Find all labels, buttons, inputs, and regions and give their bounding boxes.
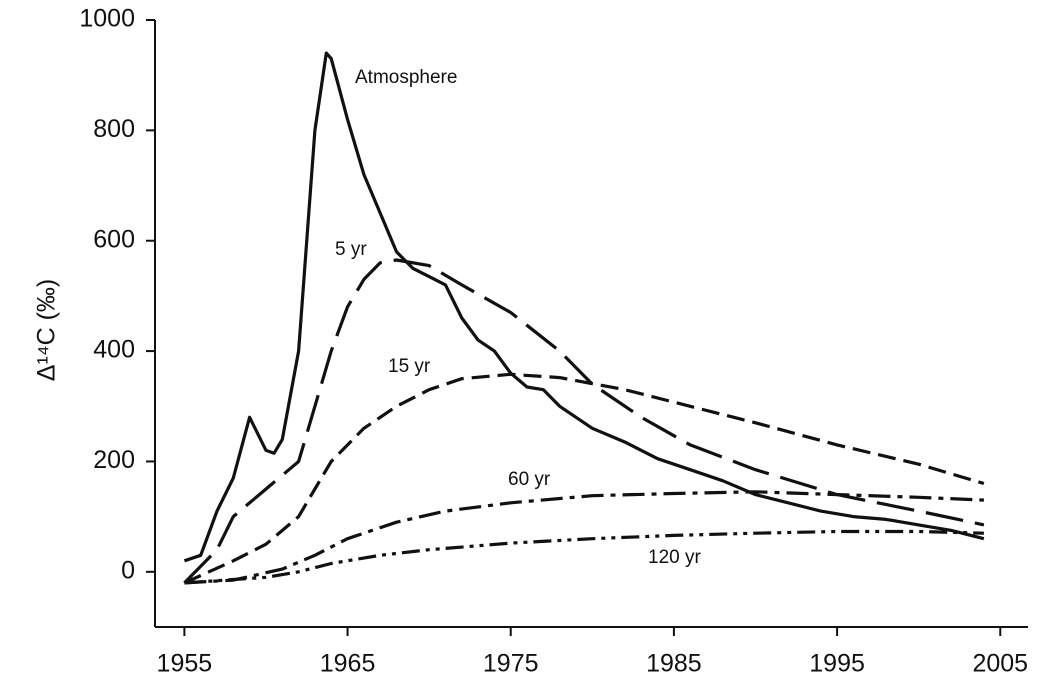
y-tick-label: 600 [93,225,135,253]
series-line [183,51,985,563]
x-tick-label: 1985 [646,650,702,678]
y-tick-label: 800 [93,115,135,143]
y-tick-label: 200 [93,446,135,474]
x-tick-label: 1965 [320,650,376,678]
series-line [184,490,984,585]
x-tick-label: 2005 [972,650,1028,678]
series-label: 5 yr [335,239,367,260]
series-line [184,529,984,585]
x-tick-label: 1995 [809,650,865,678]
series-label: 60 yr [508,469,551,490]
x-tick-label: 1975 [483,650,539,678]
y-tick-label: 1000 [79,5,135,33]
y-tick-label: 400 [93,336,135,364]
y-tick-label: 0 [121,556,135,584]
series-label: 120 yr [648,547,701,568]
series-label: Atmosphere [355,67,457,88]
x-tick-label: 1955 [157,650,213,678]
y-axis-label: Δ¹⁴C (‰) [33,279,61,381]
series-line [183,258,985,585]
series-line [183,372,985,585]
series-label: 15 yr [388,356,431,377]
